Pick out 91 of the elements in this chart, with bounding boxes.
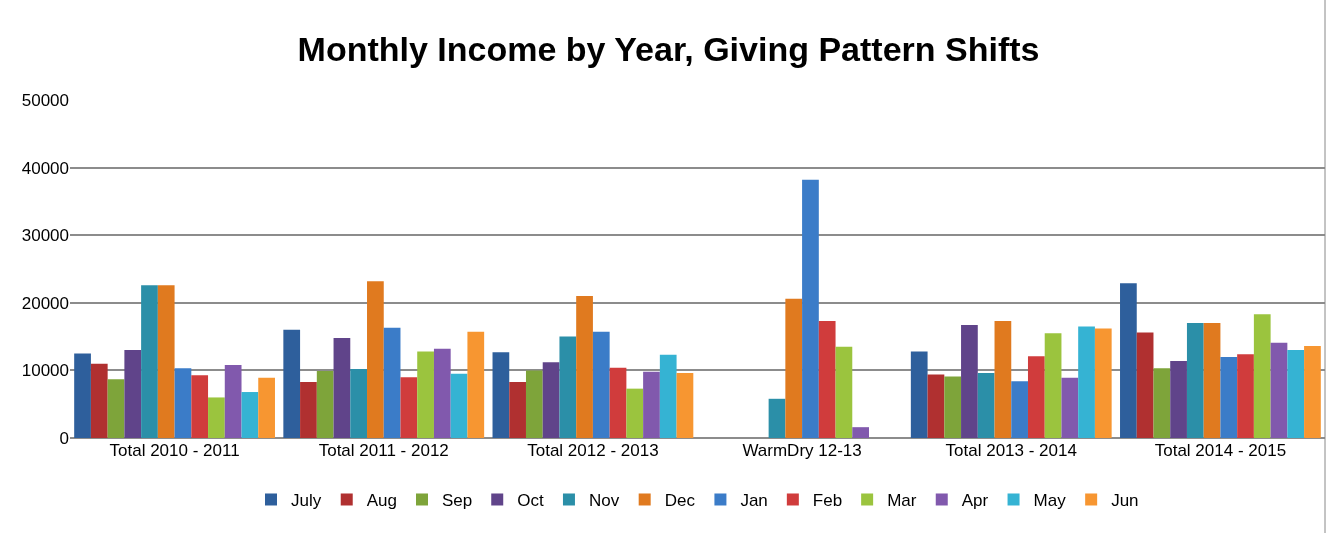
y-tick-label: 40000 xyxy=(21,158,69,178)
bar xyxy=(1044,333,1062,438)
x-tick-label: Total 2010 - 2011 xyxy=(109,441,240,460)
legend-label: Sep xyxy=(441,491,473,511)
bar xyxy=(1061,377,1079,438)
bar xyxy=(1078,326,1095,438)
chart-title: Monthly Income by Year, Giving Pattern Shifts xyxy=(297,30,1040,69)
bar xyxy=(400,377,418,438)
x-tick-label: Total 2013 - 2014 xyxy=(945,441,1077,460)
legend-label: Jun xyxy=(1111,491,1139,511)
bar xyxy=(1153,368,1171,438)
bar xyxy=(525,370,543,438)
bar xyxy=(609,367,627,438)
bar xyxy=(1186,323,1204,438)
bar xyxy=(1253,314,1271,438)
bar xyxy=(944,376,962,438)
bar xyxy=(107,379,125,438)
bar xyxy=(994,321,1012,438)
x-tick-label: Total 2014 - 2015 xyxy=(1154,441,1287,460)
x-tick-label: Total 2012 - 2013 xyxy=(527,441,659,460)
bar xyxy=(1203,323,1221,438)
bar xyxy=(1136,332,1154,438)
legend-label: Apr xyxy=(961,491,989,511)
bar xyxy=(283,329,301,438)
bar xyxy=(174,368,192,438)
bar xyxy=(785,298,803,438)
bar xyxy=(509,381,526,438)
bar xyxy=(659,354,677,438)
bar xyxy=(450,373,468,438)
bar xyxy=(768,398,786,438)
bar xyxy=(802,179,819,438)
bar xyxy=(316,371,334,438)
bar xyxy=(559,336,577,438)
bar xyxy=(1094,328,1112,438)
bar xyxy=(258,377,275,438)
bar xyxy=(676,373,694,438)
bar xyxy=(910,351,928,438)
bar xyxy=(350,369,368,438)
bar xyxy=(241,392,259,438)
bar xyxy=(383,327,401,438)
bar xyxy=(433,348,451,438)
bar xyxy=(977,373,995,438)
bar xyxy=(1027,356,1045,438)
bar xyxy=(74,353,91,438)
bar xyxy=(1304,346,1321,438)
x-tick-label: WarmDry 12-13 xyxy=(742,441,862,460)
bar xyxy=(576,296,593,438)
legend-label: Jan xyxy=(740,491,768,511)
bar xyxy=(626,388,644,438)
bar xyxy=(124,350,142,438)
legend-label: Dec xyxy=(664,491,696,511)
bar xyxy=(927,374,945,438)
bar xyxy=(643,371,660,438)
bar xyxy=(300,381,317,438)
legend-label: May xyxy=(1033,491,1067,511)
bar xyxy=(1237,354,1254,438)
legend-label: Oct xyxy=(517,491,544,511)
bar xyxy=(818,321,836,438)
y-tick-label: 0 xyxy=(59,428,69,448)
bar xyxy=(1220,356,1238,438)
bar xyxy=(961,325,978,438)
bar xyxy=(191,375,209,438)
y-tick-label: 50000 xyxy=(21,90,69,110)
legend-label: Mar xyxy=(887,491,917,511)
legend-label: Aug xyxy=(366,491,397,511)
bar xyxy=(835,346,853,438)
y-tick-label: 30000 xyxy=(21,226,69,246)
bar xyxy=(852,427,870,438)
legend-label: Nov xyxy=(588,491,620,511)
bar xyxy=(208,397,225,438)
bar xyxy=(224,364,242,438)
bar xyxy=(1011,381,1028,438)
legend-label: July xyxy=(291,491,322,511)
bar xyxy=(1287,350,1305,438)
bar xyxy=(542,362,560,438)
bar xyxy=(90,363,108,438)
bar xyxy=(1120,283,1137,438)
bar xyxy=(592,331,610,438)
y-tick-label: 20000 xyxy=(21,293,69,313)
bar xyxy=(333,337,351,438)
bar xyxy=(367,281,384,438)
bar xyxy=(492,352,510,438)
x-tick-label: Total 2011 - 2012 xyxy=(318,441,449,460)
bar xyxy=(1270,342,1288,438)
bar xyxy=(467,331,485,438)
bar xyxy=(141,285,158,438)
y-tick-label: 10000 xyxy=(21,361,69,381)
bar xyxy=(1170,360,1187,438)
bar xyxy=(417,351,434,438)
bar xyxy=(157,285,175,438)
legend-label: Feb xyxy=(812,491,843,511)
